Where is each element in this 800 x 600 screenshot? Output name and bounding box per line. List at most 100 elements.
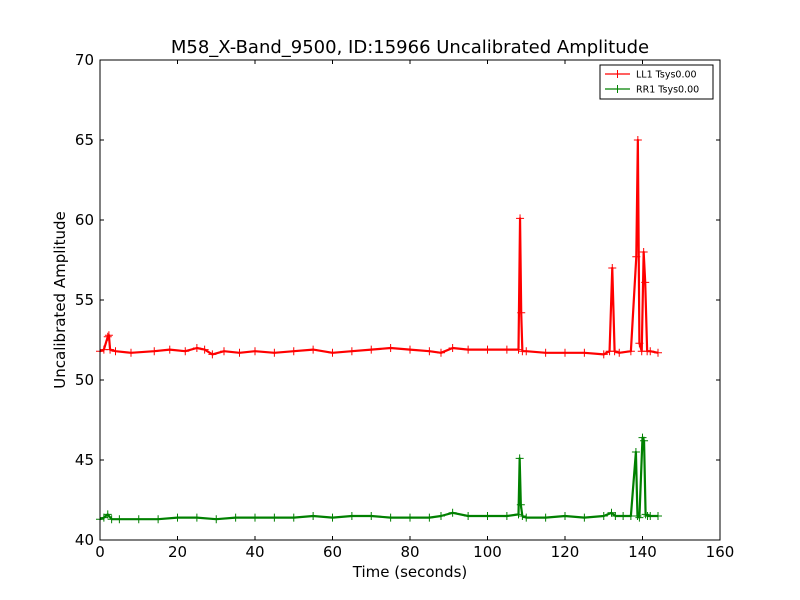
data-point — [192, 513, 201, 522]
data-point — [518, 512, 527, 520]
data-point — [448, 508, 457, 517]
data-point — [99, 513, 108, 522]
data-point — [619, 512, 628, 520]
data-point — [522, 513, 531, 522]
data-point — [103, 332, 112, 341]
data-point — [599, 350, 608, 359]
data-point — [154, 515, 163, 524]
data-point — [437, 348, 445, 357]
data-point — [150, 347, 159, 356]
data-point — [220, 347, 228, 356]
data-point — [607, 508, 616, 517]
data-point — [654, 348, 662, 357]
data-point — [208, 350, 217, 359]
series-line — [99, 138, 659, 356]
data-point — [502, 345, 511, 354]
data-point — [541, 513, 550, 522]
data-point — [289, 347, 298, 356]
data-point — [270, 348, 279, 357]
data-point — [181, 347, 190, 356]
data-point — [514, 510, 523, 519]
data-point — [231, 513, 240, 522]
data-point — [654, 512, 662, 520]
data-point — [134, 515, 143, 524]
data-point — [192, 344, 201, 352]
data-point — [514, 345, 523, 354]
data-point — [646, 347, 655, 356]
data-point — [646, 512, 655, 520]
data-point — [464, 512, 473, 520]
y-axis-title: Uncalibrated Amplitude — [51, 211, 69, 388]
y-tick-label: 60 — [75, 211, 94, 229]
legend-label: LL1 Tsys0.00 — [636, 70, 697, 81]
data-point — [328, 348, 337, 357]
data-point — [516, 500, 525, 509]
data-point — [104, 331, 113, 340]
legend-marker — [613, 70, 622, 78]
data-point — [502, 512, 511, 520]
data-point — [106, 345, 115, 354]
data-point — [522, 347, 531, 356]
data-point — [367, 512, 376, 520]
x-tick-label: 120 — [551, 543, 580, 561]
plot-frame — [99, 59, 721, 541]
data-point — [632, 252, 641, 261]
data-point — [437, 512, 445, 520]
data-point — [111, 347, 120, 356]
legend-box — [599, 64, 714, 100]
data-point — [328, 513, 337, 522]
data-point — [425, 347, 434, 356]
data-point — [367, 345, 376, 354]
y-tick-label: 40 — [75, 531, 94, 549]
data-point — [483, 345, 492, 354]
data-point — [580, 348, 589, 357]
x-tick-label: 140 — [628, 543, 657, 561]
data-point — [309, 345, 318, 354]
data-point — [641, 278, 650, 287]
x-tick-label: 40 — [245, 543, 264, 561]
legend-marker — [613, 85, 622, 93]
axis-ticks: 0 20 40 60 80 100 120 140 160 40 45 50 55 60 65 70 — [75, 51, 734, 561]
x-tick-label: 0 — [95, 543, 105, 561]
data-point — [448, 344, 457, 352]
data-point — [626, 347, 635, 356]
data-point — [639, 248, 648, 256]
data-point — [406, 345, 414, 354]
data-point — [251, 513, 259, 522]
data-point — [516, 214, 525, 223]
data-point — [386, 513, 395, 522]
data-point — [107, 515, 116, 524]
series-rr1 — [96, 433, 662, 524]
x-tick-label: 80 — [400, 543, 419, 561]
y-tick-label: 45 — [75, 451, 94, 469]
data-point — [406, 513, 414, 522]
data-point — [515, 454, 524, 463]
y-tick-label: 70 — [75, 51, 94, 69]
x-tick-label: 160 — [706, 543, 735, 561]
data-point — [610, 347, 619, 356]
data-point — [611, 512, 620, 520]
data-point — [517, 308, 526, 317]
data-point — [347, 347, 356, 356]
x-tick-label: 100 — [473, 543, 502, 561]
y-tick-label: 50 — [75, 371, 94, 389]
data-point — [235, 348, 244, 357]
data-point — [633, 136, 642, 144]
series-line — [99, 436, 658, 521]
y-tick-label: 65 — [75, 131, 94, 149]
data-point — [165, 345, 174, 354]
data-point — [173, 513, 182, 522]
data-point — [580, 513, 589, 522]
data-point — [633, 512, 642, 520]
data-point — [289, 513, 298, 522]
legend-label: RR1 Tsys0.00 — [636, 85, 699, 96]
data-point — [599, 512, 608, 520]
y-tick-label: 55 — [75, 291, 94, 309]
data-point — [127, 348, 135, 357]
legend: LL1 Tsys0.00 RR1 Tsys0.00 — [599, 64, 714, 100]
data-point — [615, 348, 624, 357]
data-point — [483, 512, 492, 520]
data-point — [635, 513, 644, 522]
data-point — [541, 348, 550, 357]
